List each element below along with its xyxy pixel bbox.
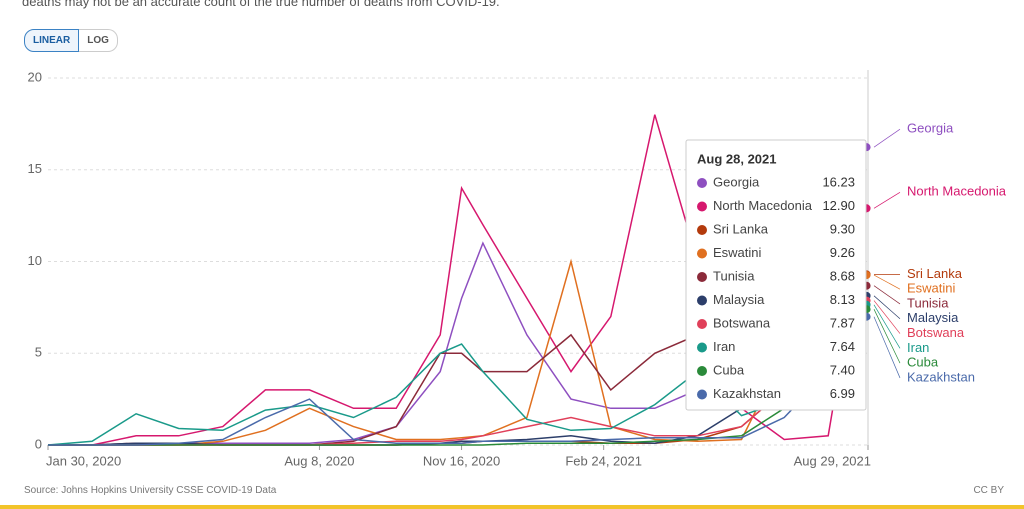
series-label: Kazakhstan (907, 369, 975, 384)
tooltip-name: North Macedonia (713, 198, 813, 213)
series-label: North Macedonia (907, 184, 1007, 199)
x-tick-label: Feb 24, 2021 (565, 453, 642, 468)
tooltip-name: Malaysia (713, 292, 765, 307)
tooltip-swatch (697, 389, 707, 400)
tooltip-name: Cuba (713, 362, 745, 377)
tooltip-swatch (697, 342, 707, 353)
label-connector (873, 304, 901, 349)
tooltip-swatch (697, 295, 707, 306)
tooltip-swatch (697, 319, 707, 329)
tooltip-name: Eswatini (713, 245, 762, 260)
subtitle: deaths may not be an accurate count of t… (22, 0, 500, 9)
y-tick-label: 20 (28, 69, 42, 84)
tooltip-swatch (697, 178, 707, 188)
x-tick-label: Nov 16, 2020 (423, 453, 500, 468)
label-connector (873, 300, 901, 334)
label-connector (873, 285, 901, 305)
tooltip-name: Botswana (713, 315, 771, 330)
tooltip-name: Iran (713, 339, 735, 354)
series-label: Botswana (907, 325, 965, 340)
tooltip-swatch (697, 272, 707, 282)
y-tick-label: 15 (28, 161, 42, 176)
x-tick-label: Aug 8, 2020 (284, 453, 354, 468)
tooltip-swatch (697, 366, 707, 376)
tooltip-value: 12.90 (822, 198, 855, 213)
series-label: Sri Lanka (907, 266, 963, 281)
tooltip-value: 7.87 (830, 315, 855, 330)
label-connector (873, 274, 901, 290)
tooltip-value: 8.68 (830, 268, 855, 283)
tooltip-name: Kazakhstan (713, 386, 781, 401)
series-line (48, 316, 868, 446)
tooltip-name: Tunisia (713, 268, 755, 283)
y-tick-label: 0 (35, 436, 42, 451)
label-connector (873, 128, 901, 148)
tooltip-title: Aug 28, 2021 (697, 151, 777, 166)
tooltip-name: Sri Lanka (713, 221, 769, 236)
x-tick-label: Jan 30, 2020 (46, 453, 121, 468)
tooltip-value: 16.23 (822, 174, 855, 189)
tooltip-value: 7.64 (830, 339, 855, 354)
x-tick-label: Aug 29, 2021 (794, 453, 871, 468)
label-connector (873, 316, 901, 379)
linear-button[interactable]: LINEAR (24, 29, 80, 52)
chart: 0 5 10 15 20 Jan 30, 2020 Aug 8, 2020 Nov 16, 2… (28, 69, 1007, 468)
scale-toggle: LINEAR LOG (24, 29, 118, 52)
tooltip-value: 7.40 (830, 362, 855, 377)
series-label: Georgia (907, 121, 954, 136)
label-connector (873, 191, 901, 209)
log-button[interactable]: LOG (79, 29, 118, 52)
tooltip-swatch (697, 201, 707, 212)
tooltip-swatch (697, 248, 707, 259)
series-line (48, 295, 867, 446)
tooltip-swatch (697, 225, 707, 235)
license[interactable]: CC BY (973, 485, 1004, 496)
label-connector (873, 295, 901, 320)
tooltip: Aug 28, 2021 Georgia 16.23 North Macedonia 1… (685, 139, 867, 411)
tooltip-name: Georgia (713, 174, 760, 189)
label-connector (873, 309, 901, 364)
tooltip-value: 9.30 (830, 221, 855, 236)
series-label: Cuba (907, 355, 939, 370)
series-label: Malaysia (907, 310, 959, 325)
series-label: Tunisia (907, 295, 949, 310)
series-label: Iran (907, 340, 929, 355)
tooltip-value: 9.26 (830, 245, 855, 260)
tooltip-box (685, 139, 867, 411)
tooltip-value: 8.13 (830, 292, 855, 307)
y-tick-label: 5 (35, 345, 42, 360)
series-label: Eswatini (907, 281, 956, 296)
y-tick-label: 10 (28, 253, 42, 268)
tooltip-value: 6.99 (830, 386, 855, 401)
bottom-border (0, 505, 1024, 509)
source: Source: Johns Hopkins University CSSE CO… (24, 485, 277, 496)
